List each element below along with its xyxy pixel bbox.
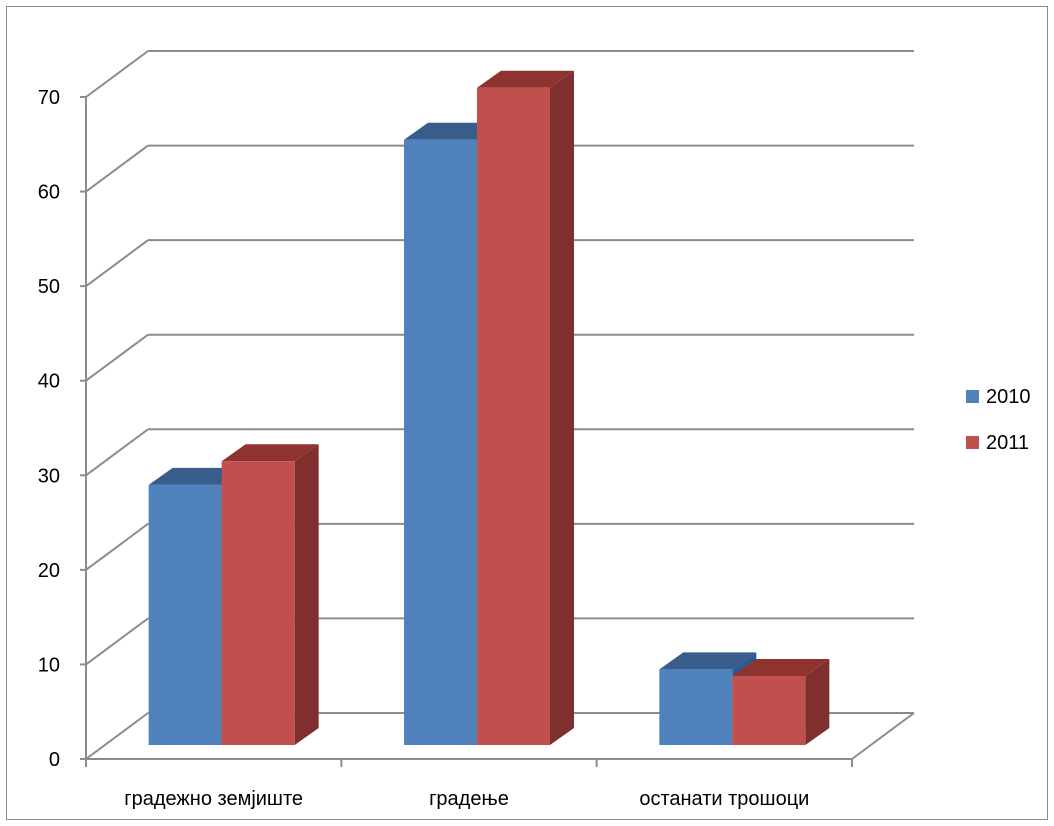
legend-swatch-2011 [966,436,979,449]
bar-side-2011-1 [550,70,574,745]
y-tick-label: 10 [38,654,60,676]
legend-label-2010: 2010 [986,386,1031,408]
x-category-label: градежно земјиште [124,788,303,810]
legend-swatch-2010 [966,390,979,403]
gridline-side-60 [85,144,149,193]
bar-2011-2 [732,675,806,745]
x-category-label: останати трошоци [639,788,809,810]
labels: 0 10 20 30 40 50 60 70 градежно земјиште градење о… [38,87,810,810]
bar-top-2010-1 [404,122,501,140]
bar-top-2011-1 [477,70,574,88]
bar-side-2011-2 [805,658,830,745]
floor-right-edge [851,712,915,760]
bar-top-2010-0 [148,467,246,485]
gridline-side-0 [85,712,149,760]
bar-2010-2 [659,669,733,745]
y-tick-label: 0 [49,749,60,771]
gridline-side-40 [85,333,149,382]
gridline-side-10 [85,617,149,666]
gridline-side-30 [85,428,149,477]
gridline-side-70 [85,50,149,98]
bars [148,70,830,745]
bar-2011-0 [221,461,295,745]
y-tick-label: 70 [38,87,60,109]
axes [80,96,915,767]
gridline-side-50 [85,239,149,287]
bar-2010-1 [404,139,477,745]
y-tick-label: 30 [38,465,60,487]
legend: 2010 2011 [966,386,1031,454]
y-tick-label: 60 [38,182,60,204]
gridline-side-20 [85,523,149,571]
y-tick-label: 50 [38,276,60,298]
bar-side-2011-0 [294,444,319,745]
legend-label-2011: 2011 [986,432,1029,454]
x-category-label: градење [429,788,509,810]
bar-2010-0 [148,484,222,745]
bar-2011-1 [477,87,550,745]
y-tick-label: 40 [38,371,60,393]
bar-top-2010-2 [659,652,757,670]
bar-top-2011-2 [732,658,830,676]
bar-top-2011-0 [221,444,319,462]
y-tick-label: 20 [38,560,60,582]
